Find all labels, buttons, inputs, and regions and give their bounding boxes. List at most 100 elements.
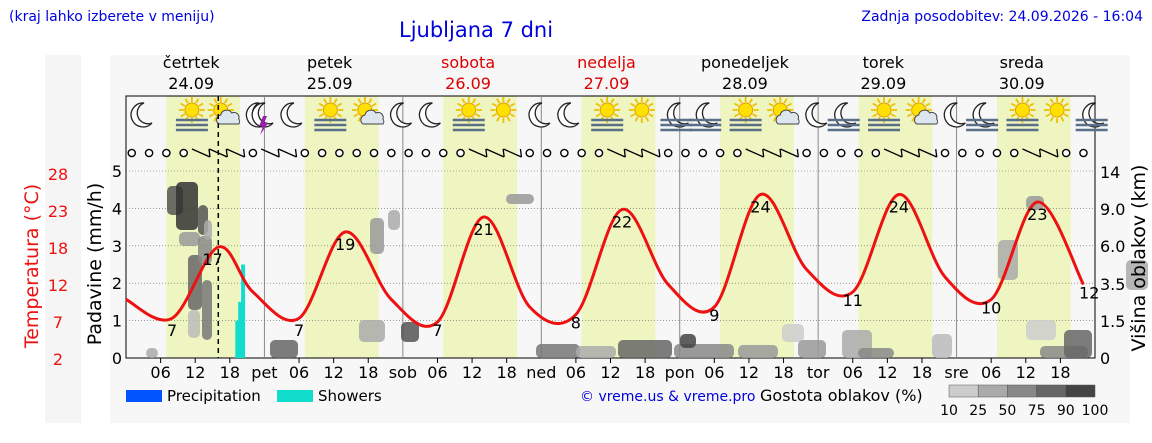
sun-ray xyxy=(887,98,892,104)
fog-icon xyxy=(175,118,208,132)
sun-ray xyxy=(357,116,362,122)
cloud-block xyxy=(618,340,672,358)
cloud-height-tick: 14 xyxy=(1100,163,1120,182)
day-date: 24.09 xyxy=(168,74,214,93)
sun-ray xyxy=(213,98,218,104)
day-date: 25.09 xyxy=(307,74,353,93)
density-swatch xyxy=(948,384,979,398)
sun-ray xyxy=(1063,102,1069,107)
temperature-label: 22 xyxy=(612,213,632,232)
sun-icon xyxy=(1009,97,1036,123)
hour-tick-label: 12 xyxy=(877,363,897,382)
temperature-tick: 28 xyxy=(48,165,68,184)
wind-barb-flag xyxy=(485,148,488,158)
sun-ray xyxy=(227,102,233,107)
wind-barb xyxy=(901,148,920,158)
sun-ray xyxy=(1010,102,1017,107)
hour-tick-label: 06 xyxy=(566,363,586,382)
wind-barb-flag xyxy=(935,148,938,158)
sun-disc xyxy=(495,102,511,118)
wind-barb xyxy=(624,148,643,158)
calm-wind-circle xyxy=(958,148,967,158)
calm-wind-circle xyxy=(525,148,535,158)
sun-icon xyxy=(1044,97,1071,123)
cloud-block xyxy=(179,232,200,246)
sun-disc xyxy=(1049,102,1065,118)
calm-wind-circle xyxy=(1009,148,1019,158)
day-name: nedelja xyxy=(577,53,636,72)
wind-symbols xyxy=(127,148,1088,158)
wind-barb xyxy=(191,148,211,158)
temp-axis-panel xyxy=(45,55,81,423)
wind-barb xyxy=(1022,148,1041,158)
moon-icon xyxy=(528,102,551,128)
sun-ray xyxy=(209,113,215,118)
hour-tick-label: 06 xyxy=(150,363,170,382)
wind-barb xyxy=(485,148,505,158)
sun-ray xyxy=(921,98,926,104)
day-date: 28.09 xyxy=(722,74,768,93)
wind-barb xyxy=(468,148,488,158)
day-headers: četrtek 24.09 petek 25.09 sobota 26.09 nedelja… xyxy=(163,53,1045,93)
moon-icon xyxy=(557,102,580,128)
shower-bar xyxy=(241,264,246,358)
cloud-height-tick: 1.5 xyxy=(1100,312,1125,331)
wind-barb xyxy=(503,148,522,158)
density-tick: 75 xyxy=(1028,403,1046,419)
moon-icon xyxy=(389,102,413,128)
wind-barb xyxy=(780,148,799,158)
precipitation-legend-label: Precipitation xyxy=(167,387,261,405)
temperature-label: 9 xyxy=(709,306,719,325)
temperature-tick: 18 xyxy=(48,239,68,258)
fog-icon xyxy=(1006,118,1039,132)
sun-ray xyxy=(180,113,186,118)
credit-link[interactable]: © vreme.us & vreme.pro xyxy=(580,389,755,405)
hour-tick-label: 06 xyxy=(981,363,1001,382)
last-update: Zadnja posodobitev: 24.09.2026 - 16:04 xyxy=(861,9,1143,25)
density-swatch xyxy=(1036,384,1067,398)
sun-ray xyxy=(648,102,654,107)
fog-icon xyxy=(314,118,347,132)
sun-ray xyxy=(599,98,604,104)
sun-ray xyxy=(1049,98,1054,104)
sun-ray xyxy=(198,113,204,118)
sun-disc xyxy=(738,102,754,118)
daylight-band xyxy=(581,96,656,358)
calm-wind-circle xyxy=(940,148,950,158)
sun-ray xyxy=(323,98,328,104)
sun-ray xyxy=(496,116,501,122)
moon-icon xyxy=(805,102,828,128)
day-name: ponedeljek xyxy=(701,53,790,72)
daylight-band xyxy=(720,96,794,358)
calm-wind-circle xyxy=(992,148,1002,158)
sun-ray xyxy=(336,113,343,118)
hour-tick-label: 06 xyxy=(843,363,863,382)
fog-icon xyxy=(452,118,485,132)
cloud-block xyxy=(388,210,400,230)
sun-ray xyxy=(630,113,636,118)
day-abbr-tick: tor xyxy=(807,363,830,382)
sun-ray xyxy=(1028,113,1035,118)
weather-icons xyxy=(130,97,1108,135)
wind-barb xyxy=(1039,148,1059,158)
day-date: 27.09 xyxy=(584,74,630,93)
hour-tick-label: 18 xyxy=(635,363,655,382)
sun-ray xyxy=(1060,98,1065,104)
wind-barb xyxy=(641,148,661,158)
cloud-block xyxy=(1026,320,1056,340)
sun-ray xyxy=(890,113,896,118)
cloud-block xyxy=(536,344,580,358)
location-note[interactable]: (kraj lahko izberete v meniju) xyxy=(9,9,215,25)
wind-barb-flag xyxy=(640,148,644,158)
sun-ray xyxy=(209,102,215,107)
moon-icon xyxy=(418,102,441,128)
sun-ray xyxy=(748,98,753,104)
sun-ray xyxy=(906,113,913,118)
sun-ray xyxy=(613,102,619,107)
calm-wind-circle xyxy=(802,148,811,158)
day-date: 29.09 xyxy=(860,74,906,93)
wind-barb-flag xyxy=(900,148,903,158)
sun-ray xyxy=(475,113,481,118)
showers-legend-label: Showers xyxy=(318,387,382,405)
